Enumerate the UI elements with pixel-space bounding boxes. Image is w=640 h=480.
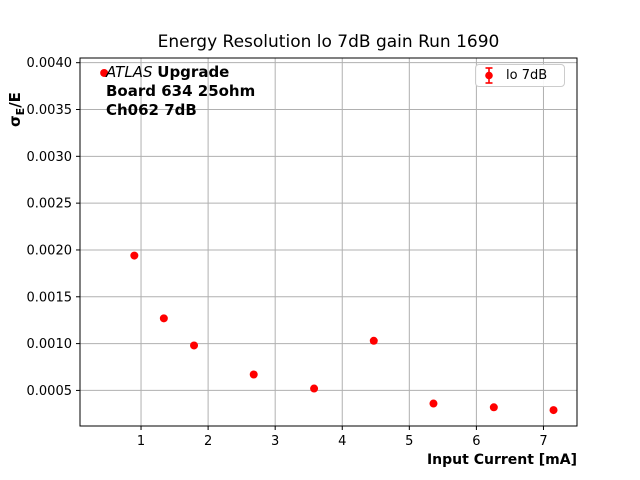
- y-axis-label-rest: /E: [6, 92, 24, 108]
- y-tick-label: 0.0030: [27, 150, 73, 165]
- data-point: [100, 68, 109, 77]
- data-point: [159, 314, 168, 323]
- annotation-line-2: Board 634 25ohm: [106, 82, 256, 100]
- data-point: [310, 384, 319, 393]
- x-tick-label: 2: [204, 434, 212, 449]
- data-point: [489, 403, 498, 412]
- annotation-line-3: Ch062 7dB: [106, 101, 197, 119]
- data-point: [369, 336, 378, 345]
- data-point: [549, 406, 558, 415]
- legend: lo 7dB: [475, 64, 565, 87]
- x-tick-label: 7: [539, 434, 547, 449]
- data-point: [130, 251, 139, 260]
- y-tick-label: 0.0005: [27, 384, 73, 399]
- x-tick-label: 4: [338, 434, 346, 449]
- y-tick-label: 0.0040: [27, 56, 73, 71]
- annotation-upgrade: Upgrade: [157, 63, 230, 81]
- data-point: [190, 341, 199, 350]
- y-tick-label: 0.0025: [27, 197, 73, 212]
- x-tick-label: 1: [137, 434, 145, 449]
- data-point: [249, 370, 258, 379]
- x-axis-label: Input Current [mA]: [426, 452, 577, 468]
- x-tick-label: 6: [472, 434, 480, 449]
- data-point: [429, 399, 438, 408]
- y-tick-label: 0.0010: [27, 337, 73, 352]
- y-axis-label-sigma: σ: [6, 115, 24, 127]
- x-tick-label: 5: [405, 434, 413, 449]
- y-tick-label: 0.0020: [27, 243, 73, 258]
- y-tick-label: 0.0015: [27, 290, 73, 305]
- legend-label: lo 7dB: [506, 68, 548, 83]
- y-axis-label: σE/E: [6, 92, 27, 127]
- annotation: ATLAS Upgrade Board 634 25ohm Ch062 7dB: [106, 63, 255, 120]
- annotation-line-1: ATLAS Upgrade: [106, 63, 255, 82]
- y-axis-label-subscript: E: [14, 107, 27, 116]
- chart-title: Energy Resolution lo 7dB gain Run 1690: [157, 32, 500, 52]
- x-tick-label: 3: [271, 434, 279, 449]
- legend-errorbar-marker-icon: [485, 67, 493, 84]
- annotation-atlas: ATLAS: [106, 63, 153, 81]
- axes-spines: [79, 57, 578, 427]
- y-tick-label: 0.0035: [27, 103, 73, 118]
